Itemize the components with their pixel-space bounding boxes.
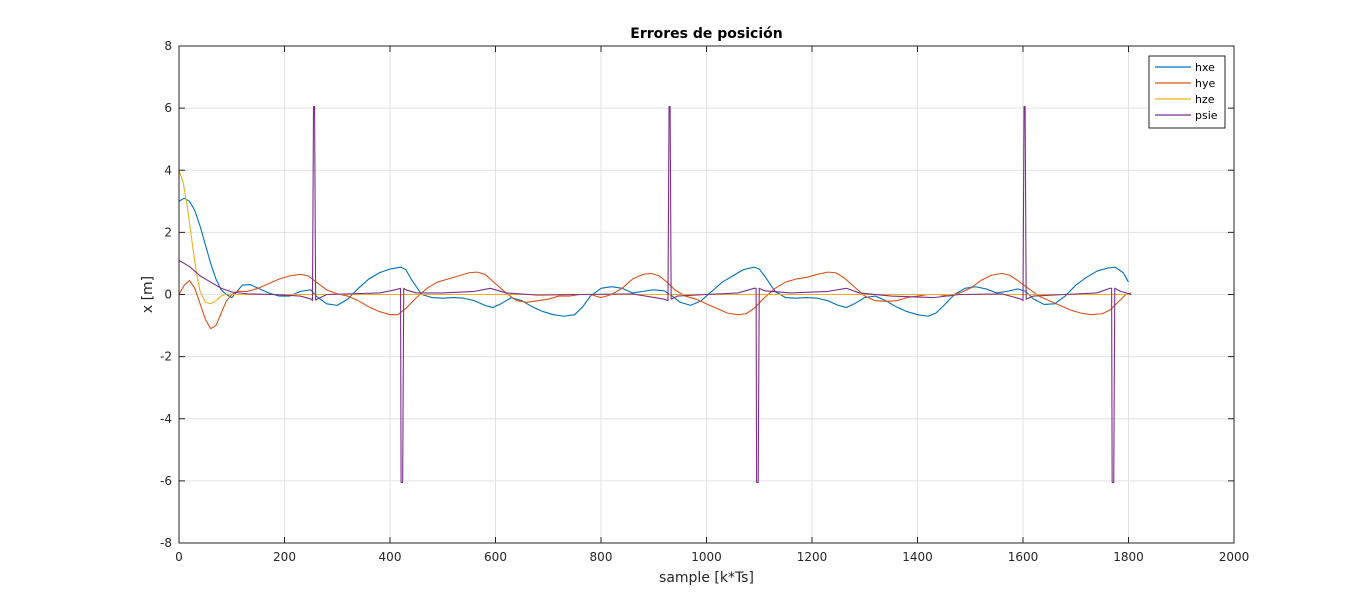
x-tick-label: 200 — [273, 550, 296, 564]
x-axis-label: sample [k*Ts] — [659, 570, 754, 586]
y-tick-label: 4 — [164, 163, 172, 177]
x-tick-label: 1400 — [902, 550, 933, 564]
x-tick-label: 1000 — [691, 550, 722, 564]
ticks — [178, 45, 1235, 544]
legend-label-hze: hze — [1195, 93, 1215, 106]
x-tick-label: 1200 — [797, 550, 828, 564]
x-tick-label: 2000 — [1219, 550, 1250, 564]
y-tick-label: 2 — [164, 225, 172, 239]
y-tick-label: -4 — [160, 412, 172, 426]
series-line-hye — [179, 271, 1132, 330]
y-tick-label: 0 — [164, 288, 172, 302]
series-line-psie — [179, 106, 1132, 483]
x-tick-labels: 0 200 400 600 800 1000 1200 1400 1600 1800 2000 — [175, 550, 1249, 564]
x-tick-label: 800 — [590, 550, 613, 564]
series-line-hze — [179, 170, 1132, 305]
y-tick-label: -2 — [160, 350, 172, 364]
series-group — [179, 106, 1132, 483]
y-axis-label: x [m] — [140, 276, 156, 313]
legend-box — [1148, 55, 1226, 129]
x-tick-label: 0 — [175, 550, 183, 564]
chart-title: Errores de posición — [630, 26, 782, 42]
x-tick-label: 400 — [379, 550, 402, 564]
legend: hxe hye hze psie — [1148, 55, 1226, 129]
x-tick-label: 1600 — [1008, 550, 1039, 564]
x-tick-label: 600 — [484, 550, 507, 564]
y-tick-label: -6 — [160, 474, 172, 488]
x-tick-label: 1800 — [1113, 550, 1144, 564]
y-tick-label: 6 — [164, 101, 172, 115]
y-tick-labels: -8 -6 -4 -2 0 2 4 6 8 — [160, 39, 172, 550]
legend-label-hxe: hxe — [1195, 61, 1215, 74]
legend-label-hye: hye — [1195, 77, 1215, 90]
y-tick-label: 8 — [164, 39, 172, 53]
y-tick-label: -8 — [160, 536, 172, 550]
legend-label-psie: psie — [1195, 109, 1218, 122]
